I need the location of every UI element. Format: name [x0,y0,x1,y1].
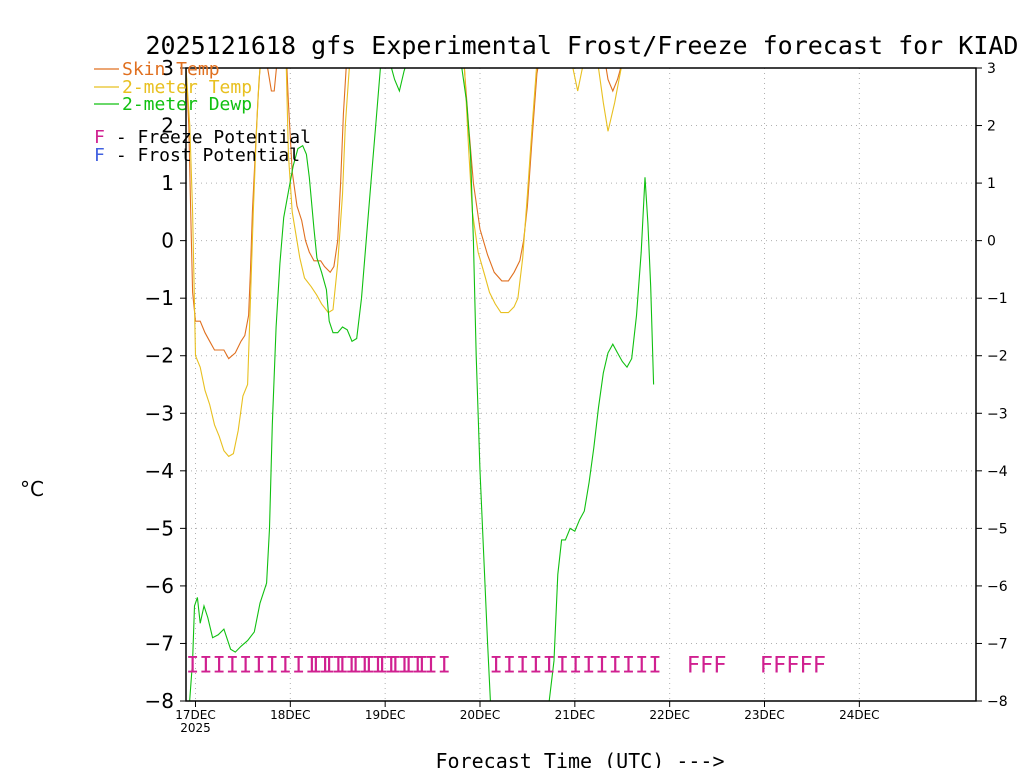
y-tick-label-left: 2 [161,114,174,138]
x-tick-label: 24DEC [839,708,879,722]
y-tick-label-left: 3 [161,56,174,80]
plot-frame [185,67,977,702]
y-tick-label-left: −3 [145,401,174,425]
y-tick-label-right: 0 [987,234,996,250]
legend: Skin Temp 2-meter Temp 2-meter Dewp F - … [94,59,311,166]
x-tick-label: 19DEC [365,708,405,722]
y-tick-label-right: 3 [987,61,996,77]
y-axis-label: °C [20,477,44,501]
series-lines [186,68,655,701]
series-line-2-meter-dewp [189,68,655,701]
y-tick-label-right: −8 [987,694,1008,710]
legend-frost-letter: F [94,145,105,166]
y-axis-ticks: −8 −8 −7 −7 −6 −6 −5 −5 −4 −4 −3 −3 −2 −2 −1 −1 0 0 1 1 2 2 3 3 [145,56,1008,713]
y-tick-label-left: −8 [145,689,174,713]
y-tick-label-right: 2 [987,119,996,135]
freeze-mark: FFFFF [760,653,826,678]
freeze-mark: IIIIIIIIIIIIIIIIIIII [186,653,451,678]
x-tick-label: 20DEC [460,708,500,722]
y-tick-label-left: −6 [145,574,174,598]
legend-label-2m-temp: 2-meter Temp [122,77,252,98]
freeze-mark: FFF [687,653,727,678]
legend-label-skin-temp: Skin Temp [122,59,220,80]
series-line-skin-temp [186,68,622,360]
y-tick-label-right: −3 [987,406,1008,422]
freeze-mark: IIIIIIIII [309,653,428,678]
y-tick-label-left: 0 [161,229,174,253]
y-tick-label-right: −6 [987,579,1008,595]
grid-lines [186,67,976,702]
y-tick-label-left: −1 [145,286,174,310]
legend-label-2m-dewp: 2-meter Dewp [122,94,252,115]
y-tick-label-left: −2 [145,344,174,368]
x-tick-sublabel: 2025 [180,721,211,735]
x-tick-label: 22DEC [649,708,689,722]
y-tick-label-right: −2 [987,349,1008,365]
y-tick-label-right: −7 [987,636,1008,652]
y-tick-label-right: −5 [987,521,1008,537]
legend-frost-text: - Frost Potential [105,145,300,166]
legend-freeze-letter: F [94,127,105,148]
y-tick-label-right: −1 [987,291,1008,307]
y-tick-label-left: −4 [145,459,174,483]
x-tick-label: 17DEC [175,708,215,722]
chart-title: 2025121618 gfs Experimental Frost/Freeze… [146,31,1019,60]
y-tick-label-left: 1 [161,171,174,195]
legend-freeze-text: - Freeze Potential [105,127,311,148]
x-tick-label: 23DEC [744,708,784,722]
y-tick-label-left: −7 [145,631,174,655]
y-tick-label-right: −4 [987,464,1008,480]
x-tick-label: 21DEC [555,708,595,722]
series-line-2-meter-temp [186,68,622,458]
x-tick-label: 18DEC [270,708,310,722]
x-axis-label: Forecast Time (UTC) ---> [436,749,725,768]
y-tick-label-left: −5 [145,516,174,540]
y-tick-label-right: 1 [987,176,996,192]
freeze-mark: IIIIIIIIIIIII [489,653,661,678]
